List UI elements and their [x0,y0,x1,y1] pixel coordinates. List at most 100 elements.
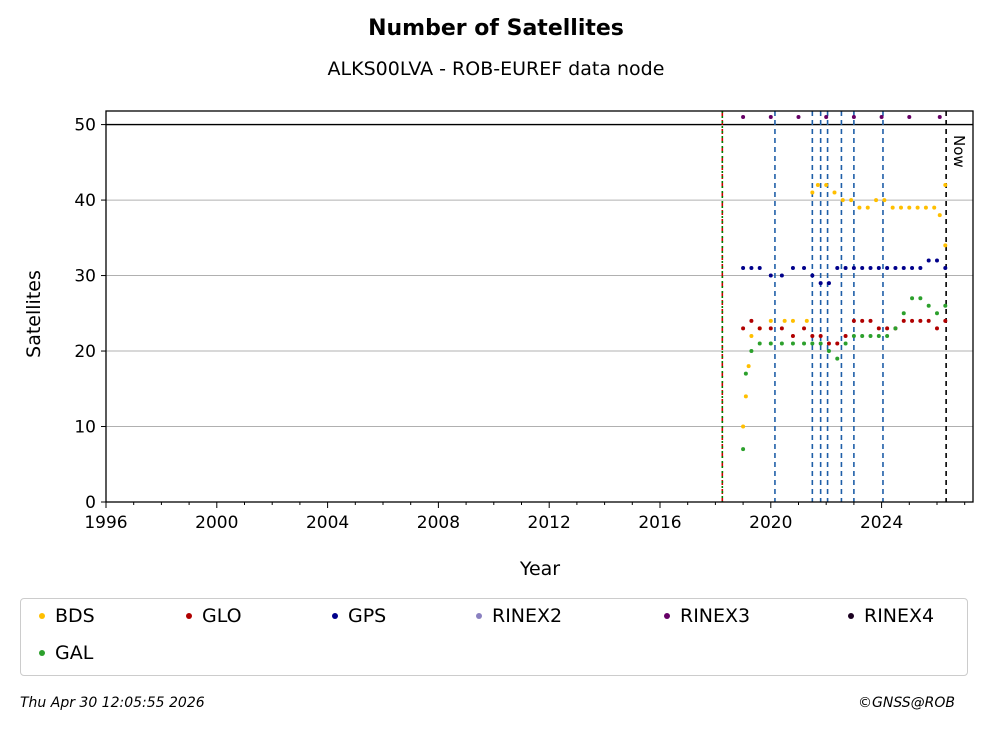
legend-marker [476,613,482,619]
x-tick-label: 2020 [749,513,792,533]
point-gps [934,258,939,263]
point-gal [868,333,873,338]
point-rinex3 [796,115,801,120]
legend-marker [332,613,338,619]
legend-item-glo: GLO [186,605,242,627]
point-bds [907,205,912,210]
legend-label: GLO [202,605,242,627]
point-gal [826,349,831,354]
legend-label: GAL [55,642,94,664]
point-bds [915,205,920,210]
legend-label: BDS [55,605,95,627]
point-glo [868,318,873,323]
point-glo [768,326,773,331]
y-tick-label: 10 [74,418,96,438]
satellites-scatter-plot: 0 10 20 30 40 50 1996 2000 2004 2008 2012 2016 2020 2… [23,110,974,580]
point-gps [851,266,856,271]
x-tick-label: 2000 [195,513,238,533]
chart-title: Number of Satellites [368,16,624,41]
point-glo [818,333,823,338]
chart-subtitle: ALKS00LVA - ROB-EUREF data node [327,58,665,80]
legend-marker [186,613,192,619]
point-gps [741,266,746,271]
point-bds [746,364,751,369]
point-bds [832,190,837,195]
point-bds [749,333,754,338]
series-glo [741,318,948,346]
y-tick-label: 20 [74,342,96,362]
point-gps [918,266,923,271]
point-gal [918,296,923,301]
point-bds [840,198,845,203]
plot-frame [105,110,974,503]
point-gal [910,296,915,301]
point-gal [901,311,906,316]
point-glo [790,333,795,338]
point-bds [882,198,887,203]
point-gps [943,266,948,271]
y-tick-label: 0 [85,493,96,513]
point-gal [749,349,754,354]
point-gps [868,266,873,271]
point-gal [851,333,856,338]
point-gps [835,266,840,271]
point-glo [934,326,939,331]
y-axis-label: Satellites [23,270,45,358]
y-tick-label: 40 [74,191,96,211]
x-axis-label: Year [519,558,560,580]
point-gal [741,447,746,452]
point-rinex3 [824,115,829,120]
legend-marker [39,650,45,656]
point-gal [802,341,807,346]
point-glo [757,326,762,331]
points-layer [741,115,948,452]
point-glo [943,318,948,323]
point-bds [815,182,820,187]
point-glo [901,318,906,323]
legend-marker [848,613,854,619]
series-gal [741,296,948,452]
point-bds [768,318,773,323]
point-gal [810,341,815,346]
point-glo [826,341,831,346]
legend-marker [664,613,670,619]
point-glo [876,326,881,331]
point-bds [824,182,829,187]
axis-layer: 0 10 20 30 40 50 1996 2000 2004 2008 2012 2016 2020 2… [74,110,974,533]
series-rinex3 [741,115,942,120]
x-tick-label: 2008 [417,513,460,533]
legend-item-rinex4: RINEX4 [848,605,934,627]
point-bds [943,182,948,187]
point-gal [790,341,795,346]
point-bds [874,198,879,203]
point-gal [757,341,762,346]
footer-timestamp: Thu Apr 30 12:05:55 2026 [20,695,205,711]
point-gps [843,266,848,271]
legend-label: RINEX3 [680,605,751,627]
point-glo [843,333,848,338]
legend-marker [39,613,45,619]
x-tick-label: 2012 [528,513,571,533]
series-bds [741,182,948,429]
point-bds [890,205,895,210]
point-rinex3 [768,115,773,120]
point-gps [893,266,898,271]
legend-label: GPS [348,605,387,627]
y-tick-label: 50 [74,116,96,136]
point-gal [926,303,931,308]
point-glo [910,318,915,323]
legend-label: RINEX2 [492,605,563,627]
point-glo [851,318,856,323]
point-bds [849,198,854,203]
point-gps [790,266,795,271]
point-bds [790,318,795,323]
grid-layer [106,123,973,428]
legend-item-bds: BDS [39,605,95,627]
point-glo [779,326,784,331]
point-glo [741,326,746,331]
point-gal [779,341,784,346]
point-glo [810,333,815,338]
point-gal [768,341,773,346]
legend-item-rinex2: RINEX2 [476,605,562,627]
point-bds [865,205,870,210]
